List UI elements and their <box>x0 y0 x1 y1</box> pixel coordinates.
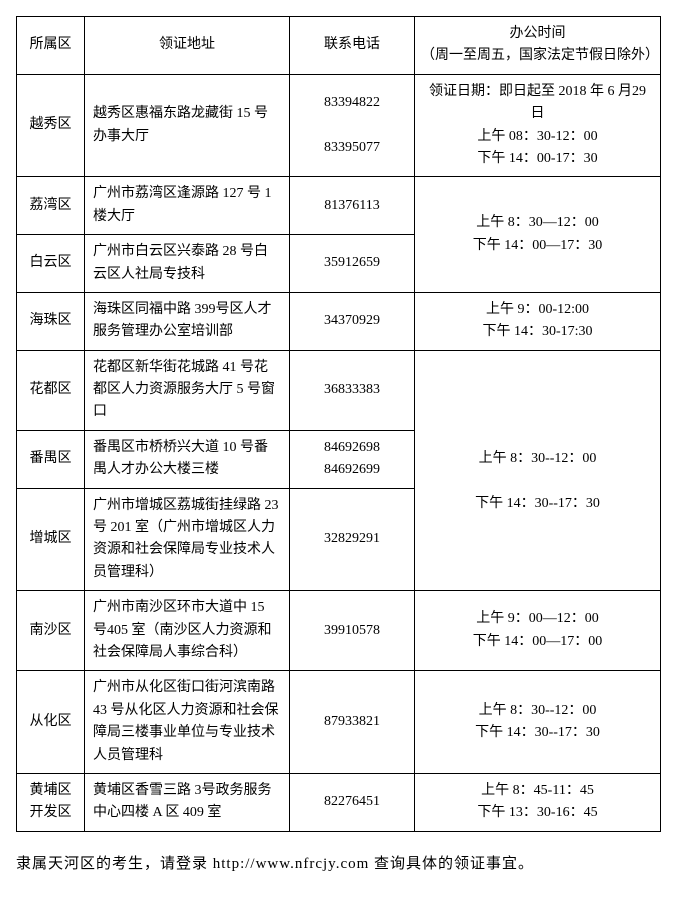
phone-line: 83395077 <box>324 140 380 155</box>
hours-cell-merged: 上午 8：30--12：00 下午 14：30--17：30 <box>415 350 661 591</box>
address-cell: 番禺区市桥桥兴大道 10 号番禺人才办公大楼三楼 <box>85 430 290 488</box>
header-address: 领证地址 <box>85 17 290 75</box>
hours-cell-merged: 上午 8：30—12：00 下午 14：00—17：30 <box>415 177 661 293</box>
address-cell: 广州市荔湾区逢源路 127 号 1 楼大厅 <box>85 177 290 235</box>
phone-line: 83394822 <box>324 95 380 110</box>
phone-line: 84692699 <box>324 462 380 477</box>
header-hours-line2: （周一至周五，国家法定节假日除外） <box>421 48 659 63</box>
phone-cell: 82276451 <box>290 773 415 831</box>
header-phone: 联系电话 <box>290 17 415 75</box>
hours-line: 下午 14：30--17：30 <box>475 725 600 740</box>
phone-line: 84692698 <box>324 440 380 455</box>
table-row: 越秀区 越秀区惠福东路龙藏街 15 号办事大厅 83394822 8339507… <box>17 74 661 177</box>
district-cell: 越秀区 <box>17 74 85 177</box>
phone-cell: 35912659 <box>290 235 415 293</box>
hours-line: 上午 9：00-12:00 <box>486 302 589 317</box>
district-cell: 白云区 <box>17 235 85 293</box>
phone-cell: 32829291 <box>290 488 415 591</box>
district-cell: 南沙区 <box>17 591 85 671</box>
hours-cell: 上午 8：30--12：00 下午 14：30--17：30 <box>415 671 661 774</box>
district-cell: 海珠区 <box>17 292 85 350</box>
district-cell: 黄埔区开发区 <box>17 773 85 831</box>
address-cell: 黄埔区香雪三路 3号政务服务中心四楼 A 区 409 室 <box>85 773 290 831</box>
hours-line: 上午 8：30--12：00 <box>479 451 597 466</box>
hours-line: 下午 14：00—17：30 <box>473 238 603 253</box>
hours-cell: 上午 8：45-11：45 下午 13：30-16：45 <box>415 773 661 831</box>
header-district: 所属区 <box>17 17 85 75</box>
hours-line: 下午 14：00-17：30 <box>477 151 597 166</box>
hours-line: 下午 13：30-16：45 <box>477 805 597 820</box>
hours-cell: 领证日期：即日起至 2018 年 6 月29 日 上午 08：30-12：00 … <box>415 74 661 177</box>
district-cell: 荔湾区 <box>17 177 85 235</box>
address-cell: 广州市增城区荔城街挂绿路 23号 201 室（广州市增城区人力资源和社会保障局专… <box>85 488 290 591</box>
district-cell: 番禺区 <box>17 430 85 488</box>
address-cell: 广州市从化区街口街河滨南路43 号从化区人力资源和社会保障局三楼事业单位与专业技… <box>85 671 290 774</box>
footer-note: 隶属天河区的考生，请登录 http://www.nfrcjy.com 查询具体的… <box>16 848 661 881</box>
phone-cell: 39910578 <box>290 591 415 671</box>
cert-collection-table: 所属区 领证地址 联系电话 办公时间 （周一至周五，国家法定节假日除外） 越秀区… <box>16 16 661 832</box>
address-cell: 花都区新华街花城路 41 号花都区人力资源服务大厅 5 号窗口 <box>85 350 290 430</box>
hours-line: 下午 14：30--17：30 <box>475 496 600 511</box>
hours-line: 下午 14：30-17:30 <box>482 324 592 339</box>
table-row: 花都区 花都区新华街花城路 41 号花都区人力资源服务大厅 5 号窗口 3683… <box>17 350 661 430</box>
phone-cell: 36833383 <box>290 350 415 430</box>
table-row: 海珠区 海珠区同福中路 399号区人才服务管理办公室培训部 34370929 上… <box>17 292 661 350</box>
district-cell: 增城区 <box>17 488 85 591</box>
hours-line: 上午 8：30--12：00 <box>479 703 597 718</box>
table-row: 荔湾区 广州市荔湾区逢源路 127 号 1 楼大厅 81376113 上午 8：… <box>17 177 661 235</box>
hours-cell: 上午 9：00—12：00 下午 14：00—17：00 <box>415 591 661 671</box>
header-hours: 办公时间 （周一至周五，国家法定节假日除外） <box>415 17 661 75</box>
phone-cell: 87933821 <box>290 671 415 774</box>
hours-cell: 上午 9：00-12:00 下午 14：30-17:30 <box>415 292 661 350</box>
phone-cell: 34370929 <box>290 292 415 350</box>
district-cell: 从化区 <box>17 671 85 774</box>
hours-line: 上午 8：30—12：00 <box>476 215 599 230</box>
address-cell: 海珠区同福中路 399号区人才服务管理办公室培训部 <box>85 292 290 350</box>
hours-line: 上午 8：45-11：45 <box>481 783 594 798</box>
address-cell: 越秀区惠福东路龙藏街 15 号办事大厅 <box>85 74 290 177</box>
phone-cell: 81376113 <box>290 177 415 235</box>
district-cell: 花都区 <box>17 350 85 430</box>
table-row: 南沙区 广州市南沙区环市大道中 15 号405 室（南沙区人力资源和社会保障局人… <box>17 591 661 671</box>
table-row: 从化区 广州市从化区街口街河滨南路43 号从化区人力资源和社会保障局三楼事业单位… <box>17 671 661 774</box>
address-cell: 广州市南沙区环市大道中 15 号405 室（南沙区人力资源和社会保障局人事综合科… <box>85 591 290 671</box>
address-cell: 广州市白云区兴泰路 28 号白云区人社局专技科 <box>85 235 290 293</box>
hours-line: 上午 08：30-12：00 <box>477 129 597 144</box>
hours-line: 下午 14：00—17：00 <box>473 634 603 649</box>
table-header-row: 所属区 领证地址 联系电话 办公时间 （周一至周五，国家法定节假日除外） <box>17 17 661 75</box>
hours-line: 上午 9：00—12：00 <box>476 611 599 626</box>
phone-cell: 83394822 83395077 <box>290 74 415 177</box>
table-row: 黄埔区开发区 黄埔区香雪三路 3号政务服务中心四楼 A 区 409 室 8227… <box>17 773 661 831</box>
hours-line: 领证日期：即日起至 2018 年 6 月29 日 <box>429 84 646 121</box>
header-hours-line1: 办公时间 <box>510 26 566 41</box>
phone-cell: 84692698 84692699 <box>290 430 415 488</box>
